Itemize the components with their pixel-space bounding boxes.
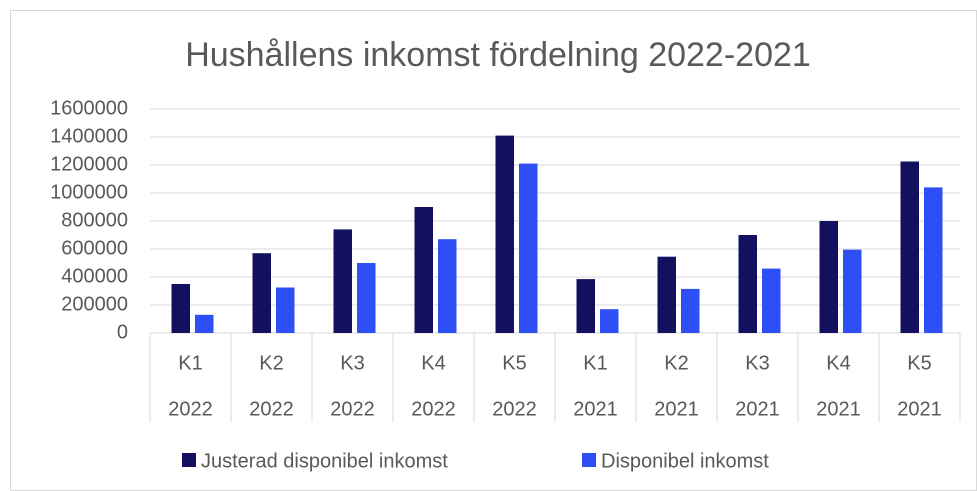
- legend-label: Disponibel inkomst: [601, 450, 769, 472]
- chart-frame: [10, 10, 977, 491]
- y-tick-label: 1000000: [50, 181, 128, 203]
- x-group-label: 2021: [654, 398, 699, 420]
- x-group-label: 2022: [249, 398, 294, 420]
- legend-label: Justerad disponibel inkomst: [201, 450, 448, 472]
- y-tick-label: 400000: [61, 265, 128, 287]
- bar: [171, 284, 190, 333]
- chart-title: Hushållens inkomst fördelning 2022-2021: [185, 36, 811, 74]
- x-group-label: 2022: [330, 398, 375, 420]
- x-tick-label: K1: [178, 352, 202, 374]
- bar: [681, 288, 700, 333]
- bar: [600, 309, 619, 333]
- x-group-label: 2022: [492, 398, 537, 420]
- bar: [657, 256, 676, 333]
- x-tick-label: K4: [421, 352, 445, 374]
- bar: [357, 263, 376, 333]
- x-tick-label: K4: [826, 352, 850, 374]
- bar: [900, 161, 919, 333]
- x-group-label: 2021: [897, 398, 942, 420]
- y-tick-label: 200000: [61, 293, 128, 315]
- bar: [276, 287, 295, 333]
- x-tick-label: K5: [907, 352, 931, 374]
- x-group-label: 2022: [411, 398, 456, 420]
- y-tick-label: 1200000: [50, 153, 128, 175]
- bar: [519, 163, 538, 333]
- y-tick-label: 1600000: [50, 97, 128, 119]
- x-group-label: 2021: [816, 398, 861, 420]
- bar: [819, 221, 838, 333]
- y-tick-label: 0: [117, 321, 128, 343]
- x-group-label: 2022: [168, 398, 213, 420]
- bar: [195, 314, 214, 333]
- bar: [762, 268, 781, 333]
- y-tick-label: 600000: [61, 237, 128, 259]
- legend-swatch: [182, 453, 196, 467]
- bar: [843, 249, 862, 333]
- x-tick-label: K2: [664, 352, 688, 374]
- bar: [495, 135, 514, 333]
- bar: [333, 229, 352, 333]
- x-tick-label: K1: [583, 352, 607, 374]
- x-tick-label: K3: [340, 352, 364, 374]
- x-tick-label: K3: [745, 352, 769, 374]
- x-tick-label: K2: [259, 352, 283, 374]
- bar: [924, 187, 943, 333]
- x-group-label: 2021: [735, 398, 780, 420]
- bar: [414, 207, 433, 333]
- bar: [738, 235, 757, 333]
- x-tick-label: K5: [502, 352, 526, 374]
- y-tick-label: 800000: [61, 209, 128, 231]
- x-group-label: 2021: [573, 398, 618, 420]
- legend-swatch: [582, 453, 596, 467]
- bar: [576, 279, 595, 333]
- bar: [438, 239, 457, 333]
- bar: [252, 253, 271, 333]
- y-tick-label: 1400000: [50, 125, 128, 147]
